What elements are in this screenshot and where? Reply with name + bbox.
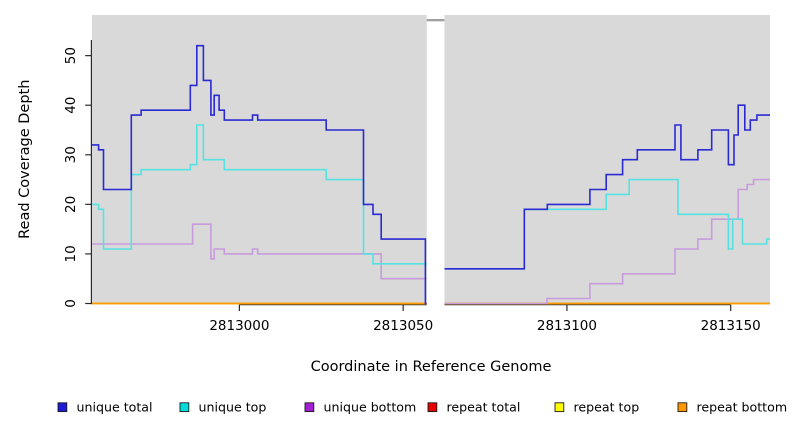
x-axis: 2813000 2813050 2813100 2813150 [209,304,761,334]
legend-item-repeat-bottom: repeat bottom [677,399,788,414]
legend-label: unique bottom [324,399,417,414]
series-unique-bottom [92,223,427,280]
legend-swatch [554,402,565,413]
y-axis: 0 10 20 30 40 50 [63,40,93,308]
legend-swatch [427,402,438,413]
legend-label: unique total [77,399,153,414]
x-tick-label: 2813050 [373,318,433,334]
legend-item-repeat-top: repeat top [554,399,640,414]
legend-swatch [677,402,688,413]
y-axis-title: Read Coverage Depth [17,80,33,239]
legend-item-unique-top: unique top [179,399,267,414]
legend-item-unique-total: unique total [57,399,153,414]
y-tick-label: 10 [63,245,79,262]
no-data-gap [426,12,445,309]
legend-swatch [57,402,68,413]
y-tick-label: 0 [63,299,79,308]
gap-top-dash [426,19,445,22]
legend-item-unique-bottom: unique bottom [304,399,417,414]
series-unique-total [444,104,770,270]
legend-swatch [304,402,315,413]
legend-label: unique top [199,399,267,414]
series-unique-top [444,178,770,270]
legend-label: repeat total [447,399,521,414]
legend-swatch [179,402,190,413]
legend-item-repeat-total: repeat total [427,399,521,414]
series-unique-bottom [444,178,770,305]
legend: unique total unique top unique bottom repea… [57,399,788,414]
y-tick-label: 30 [63,146,79,163]
x-tick-label: 2813100 [537,318,597,334]
y-tick-label: 40 [63,97,79,114]
y-tick-label: 50 [63,47,79,64]
legend-label: repeat bottom [697,399,788,414]
x-axis-title: Coordinate in Reference Genome [311,359,552,375]
x-tick-label: 2813000 [209,318,269,334]
x-tick-label: 2813150 [701,318,761,334]
y-tick-label: 20 [63,196,79,213]
series-unique-total [92,44,427,305]
legend-label: repeat top [574,399,640,414]
